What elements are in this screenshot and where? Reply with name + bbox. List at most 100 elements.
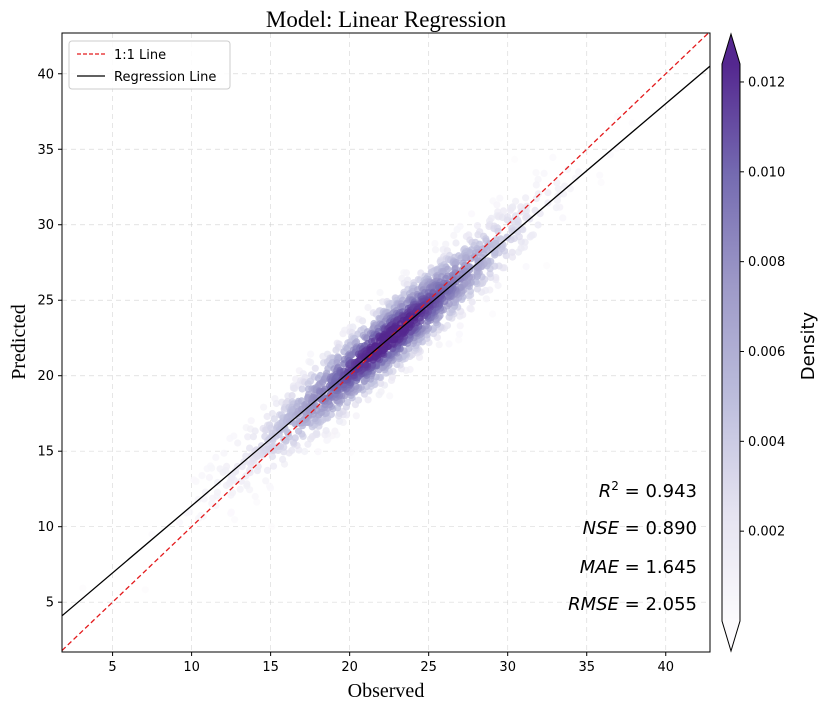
data-point	[503, 233, 511, 241]
data-point	[474, 231, 482, 239]
metric-rmse: RMSE = 2.055	[568, 594, 697, 615]
data-point	[534, 175, 542, 183]
data-point	[442, 240, 450, 248]
data-point	[494, 281, 502, 290]
colorbar-body	[722, 64, 740, 621]
data-point	[522, 263, 530, 271]
colorbar-outline	[721, 32, 741, 653]
data-point	[473, 285, 481, 293]
data-point	[376, 288, 384, 297]
data-point	[343, 344, 351, 353]
data-point	[314, 448, 322, 456]
data-point	[522, 207, 531, 215]
x-tick-label: 20	[341, 660, 358, 675]
data-point	[559, 214, 567, 222]
data-point	[339, 330, 347, 338]
data-point	[197, 511, 205, 520]
data-point	[628, 119, 636, 127]
data-point	[263, 466, 272, 474]
data-point	[343, 398, 351, 406]
data-point	[532, 195, 541, 203]
data-point	[291, 434, 299, 442]
data-point	[269, 442, 277, 450]
data-point	[228, 489, 237, 497]
data-point	[554, 185, 562, 193]
data-point	[364, 396, 372, 404]
legend-label-regression: Regression Line	[114, 70, 216, 85]
legend-box	[68, 40, 231, 90]
data-point	[268, 452, 276, 461]
x-tick-label: 30	[499, 660, 516, 675]
data-point	[335, 417, 344, 425]
data-point	[175, 518, 184, 526]
data-point	[79, 584, 87, 592]
data-point	[212, 453, 220, 461]
data-point	[534, 221, 542, 229]
data-point	[613, 112, 621, 121]
data-point	[243, 480, 251, 488]
data-point	[198, 472, 206, 480]
colorbar-extend-bottom	[722, 621, 740, 651]
data-point	[263, 412, 271, 421]
data-point	[270, 415, 278, 423]
data-point	[247, 417, 255, 425]
data-point	[313, 429, 321, 437]
data-point	[307, 350, 315, 358]
colorbar-tick-label: 0.010	[748, 165, 785, 180]
y-axis-ticks: 5 10 15 20 25 30 35 40	[37, 67, 62, 611]
data-point	[489, 310, 497, 318]
metric-r2: R2 = 0.943	[599, 479, 697, 502]
y-tick-label: 10	[37, 520, 54, 535]
data-point	[251, 492, 259, 501]
colorbar-tick-label: 0.012	[748, 75, 785, 90]
data-point	[435, 341, 443, 349]
y-tick-label: 30	[37, 218, 54, 233]
data-point	[220, 449, 228, 457]
chart-title: Model: Linear Regression	[266, 7, 507, 32]
data-point	[453, 226, 461, 234]
data-point	[597, 178, 605, 186]
fit-lines	[62, 33, 710, 651]
data-point	[304, 380, 312, 388]
plot-frame	[61, 32, 711, 653]
data-point	[354, 396, 363, 404]
regression-line	[62, 65, 710, 617]
data-point	[213, 478, 222, 487]
data-point	[455, 336, 463, 344]
data-point	[486, 270, 494, 278]
data-point	[274, 442, 282, 451]
x-axis-ticks: 5 10 15 20 25 30 35 40	[108, 652, 674, 675]
data-point	[388, 373, 396, 381]
data-point	[496, 194, 504, 202]
data-point	[200, 495, 208, 503]
data-point	[564, 165, 572, 173]
data-point	[227, 508, 235, 516]
data-point	[231, 516, 239, 524]
data-point	[571, 174, 580, 182]
data-point	[237, 477, 245, 485]
y-tick-label: 40	[37, 67, 54, 82]
data-point	[456, 322, 464, 330]
data-point	[254, 462, 262, 471]
data-point	[473, 222, 482, 230]
data-point	[544, 189, 552, 197]
data-point	[234, 439, 242, 447]
data-point	[298, 385, 306, 393]
data-point	[244, 433, 252, 441]
colorbar-extend-top	[722, 34, 740, 64]
data-point	[192, 477, 200, 485]
colorbar-tick-label: 0.004	[748, 435, 785, 450]
data-point	[492, 273, 500, 282]
data-point	[553, 179, 561, 187]
data-point	[288, 446, 296, 455]
data-point	[322, 427, 330, 435]
y-tick-label: 35	[37, 143, 54, 158]
data-point	[319, 378, 327, 386]
data-point	[431, 246, 440, 254]
data-point	[230, 432, 238, 440]
data-point	[468, 298, 476, 306]
data-point	[251, 427, 259, 435]
data-point	[540, 169, 548, 177]
data-point	[295, 427, 303, 435]
data-point	[249, 433, 257, 441]
